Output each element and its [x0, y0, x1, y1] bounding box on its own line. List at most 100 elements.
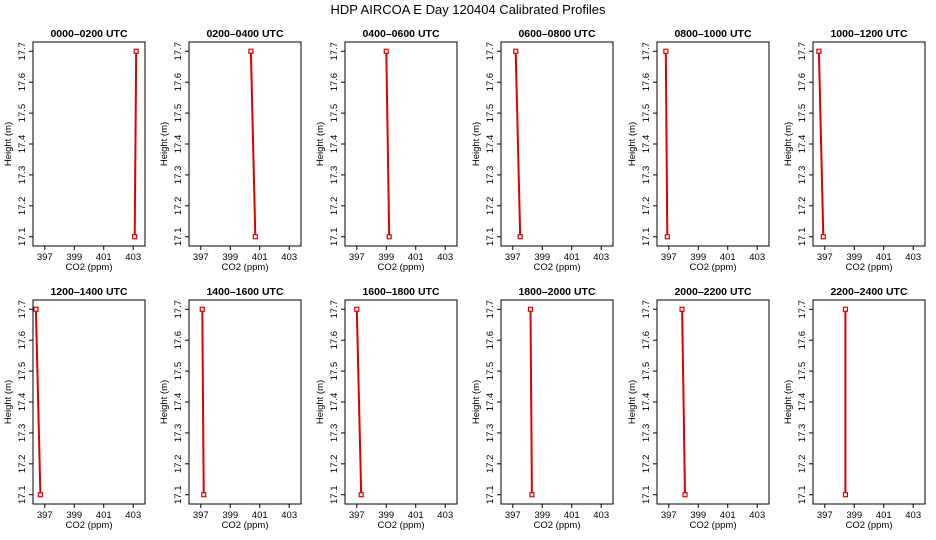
x-axis-label: CO2 (ppm) [690, 262, 737, 273]
x-tick-label: 403 [437, 252, 453, 263]
y-tick-label: 17.4 [641, 393, 652, 412]
profile-point [252, 234, 258, 240]
profile-point [842, 306, 849, 312]
profile-point [132, 234, 138, 240]
panel-title: 0800–1000 UTC [674, 28, 751, 40]
x-axis-label: CO2 (ppm) [534, 262, 581, 273]
panel-6: 1200–1400 UTC 397 399 401 403 CO2 (ppm) 17.1 17… [3, 286, 146, 531]
panel-9: 1800–2000 UTC 397 399 401 403 CO2 (ppm) 17.1 17… [471, 286, 614, 531]
y-tick-label: 17.1 [641, 485, 652, 504]
y-axis-label: Height (m) [315, 122, 326, 166]
profile-point [527, 306, 534, 312]
y-tick-label: 17.6 [641, 73, 652, 92]
profile-point [358, 492, 364, 498]
panel-title: 0000–0200 UTC [50, 28, 127, 40]
plot-frame [344, 299, 458, 505]
x-tick-label: 397 [193, 510, 209, 521]
y-tick-label: 17.1 [173, 227, 184, 246]
y-tick-label: 17.1 [641, 227, 652, 246]
x-tick-label: 401 [720, 510, 736, 521]
profile-point [354, 306, 360, 312]
y-tick-label: 17.6 [173, 331, 184, 350]
panel-title: 0600–0800 UTC [518, 28, 595, 40]
panel-3: 0600–0800 UTC 397 399 401 403 CO2 (ppm) 17.1 17… [471, 28, 614, 273]
y-tick-label: 17.4 [329, 393, 340, 412]
x-tick-label: 401 [720, 252, 736, 263]
profile-line [385, 51, 391, 237]
y-tick-label: 17.5 [641, 362, 652, 381]
plot-frame [32, 299, 146, 505]
y-tick-label: 17.7 [797, 42, 808, 61]
y-tick-label: 17.2 [17, 455, 28, 474]
panel-title: 1200–1400 UTC [50, 286, 127, 298]
y-tick-label: 17.3 [641, 166, 652, 185]
y-tick-label: 17.3 [485, 166, 496, 185]
x-tick-label: 399 [690, 252, 706, 263]
y-tick-label: 17.5 [797, 362, 808, 381]
panel-11: 2200–2400 UTC 397 399 401 403 CO2 (ppm) 17.1 17… [783, 286, 926, 531]
y-tick-label: 17.2 [329, 455, 340, 474]
profile-line [249, 51, 257, 237]
y-tick-label: 17.6 [797, 331, 808, 350]
x-tick-label: 399 [66, 510, 82, 521]
y-tick-label: 17.4 [173, 393, 184, 412]
x-axis-label: CO2 (ppm) [378, 262, 425, 273]
y-axis-label: Height (m) [783, 122, 794, 166]
x-tick-label: 401 [96, 510, 112, 521]
x-tick-label: 399 [846, 510, 862, 521]
plot-frame [188, 41, 302, 247]
x-tick-label: 401 [876, 510, 892, 521]
y-axis-label: Height (m) [159, 122, 170, 166]
x-tick-label: 399 [534, 252, 550, 263]
x-tick-label: 403 [437, 510, 453, 521]
y-tick-label: 17.2 [17, 197, 28, 216]
profile-point [383, 48, 389, 54]
plot-frame [188, 299, 302, 505]
x-tick-label: 401 [252, 510, 268, 521]
profile-point [199, 306, 205, 312]
profile-line [529, 309, 533, 495]
y-axis-label: Height (m) [627, 122, 638, 166]
x-tick-label: 401 [564, 510, 580, 521]
y-axis-label: Height (m) [3, 380, 14, 424]
plot-frame [656, 299, 770, 505]
y-axis-label: Height (m) [159, 380, 170, 424]
y-axis-label: Height (m) [471, 380, 482, 424]
x-tick-label: 397 [817, 510, 833, 521]
figure-title: HDP AIRCOA E Day 120404 Calibrated Profi… [330, 2, 606, 17]
profile-point [816, 48, 822, 54]
x-tick-label: 403 [281, 510, 297, 521]
y-tick-label: 17.6 [485, 73, 496, 92]
x-tick-label: 397 [349, 252, 365, 263]
x-tick-label: 399 [846, 252, 862, 263]
profile-point [529, 492, 535, 498]
y-tick-label: 17.1 [329, 485, 340, 504]
x-tick-label: 401 [252, 252, 268, 263]
profile-point [37, 492, 43, 498]
panel-0: 0000–0200 UTC 397 399 401 403 CO2 (ppm) 17.1 17… [3, 28, 146, 273]
y-tick-label: 17.7 [329, 300, 340, 319]
panel-2: 0400–0600 UTC 397 399 401 403 CO2 (ppm) 17.1 17… [315, 28, 458, 273]
x-tick-label: 403 [905, 510, 921, 521]
y-tick-label: 17.5 [173, 362, 184, 381]
y-tick-label: 17.5 [17, 104, 28, 123]
panel-title: 2000–2200 UTC [674, 286, 751, 298]
x-tick-label: 403 [905, 252, 921, 263]
profile-point [820, 234, 826, 240]
y-tick-label: 17.3 [641, 424, 652, 443]
y-axis-label: Height (m) [3, 122, 14, 166]
x-tick-label: 399 [222, 510, 238, 521]
y-tick-label: 17.3 [173, 166, 184, 185]
profile-point [248, 48, 254, 54]
y-tick-label: 17.1 [797, 227, 808, 246]
y-tick-label: 17.4 [173, 135, 184, 154]
y-tick-label: 17.5 [173, 104, 184, 123]
panel-5: 1000–1200 UTC 397 399 401 403 CO2 (ppm) 17.1 17… [783, 28, 926, 273]
x-axis-label: CO2 (ppm) [690, 520, 737, 531]
y-tick-label: 17.2 [797, 455, 808, 474]
plot-frame [344, 41, 458, 247]
y-axis-label: Height (m) [783, 380, 794, 424]
panel-title: 1400–1600 UTC [206, 286, 283, 298]
x-tick-label: 403 [125, 252, 141, 263]
